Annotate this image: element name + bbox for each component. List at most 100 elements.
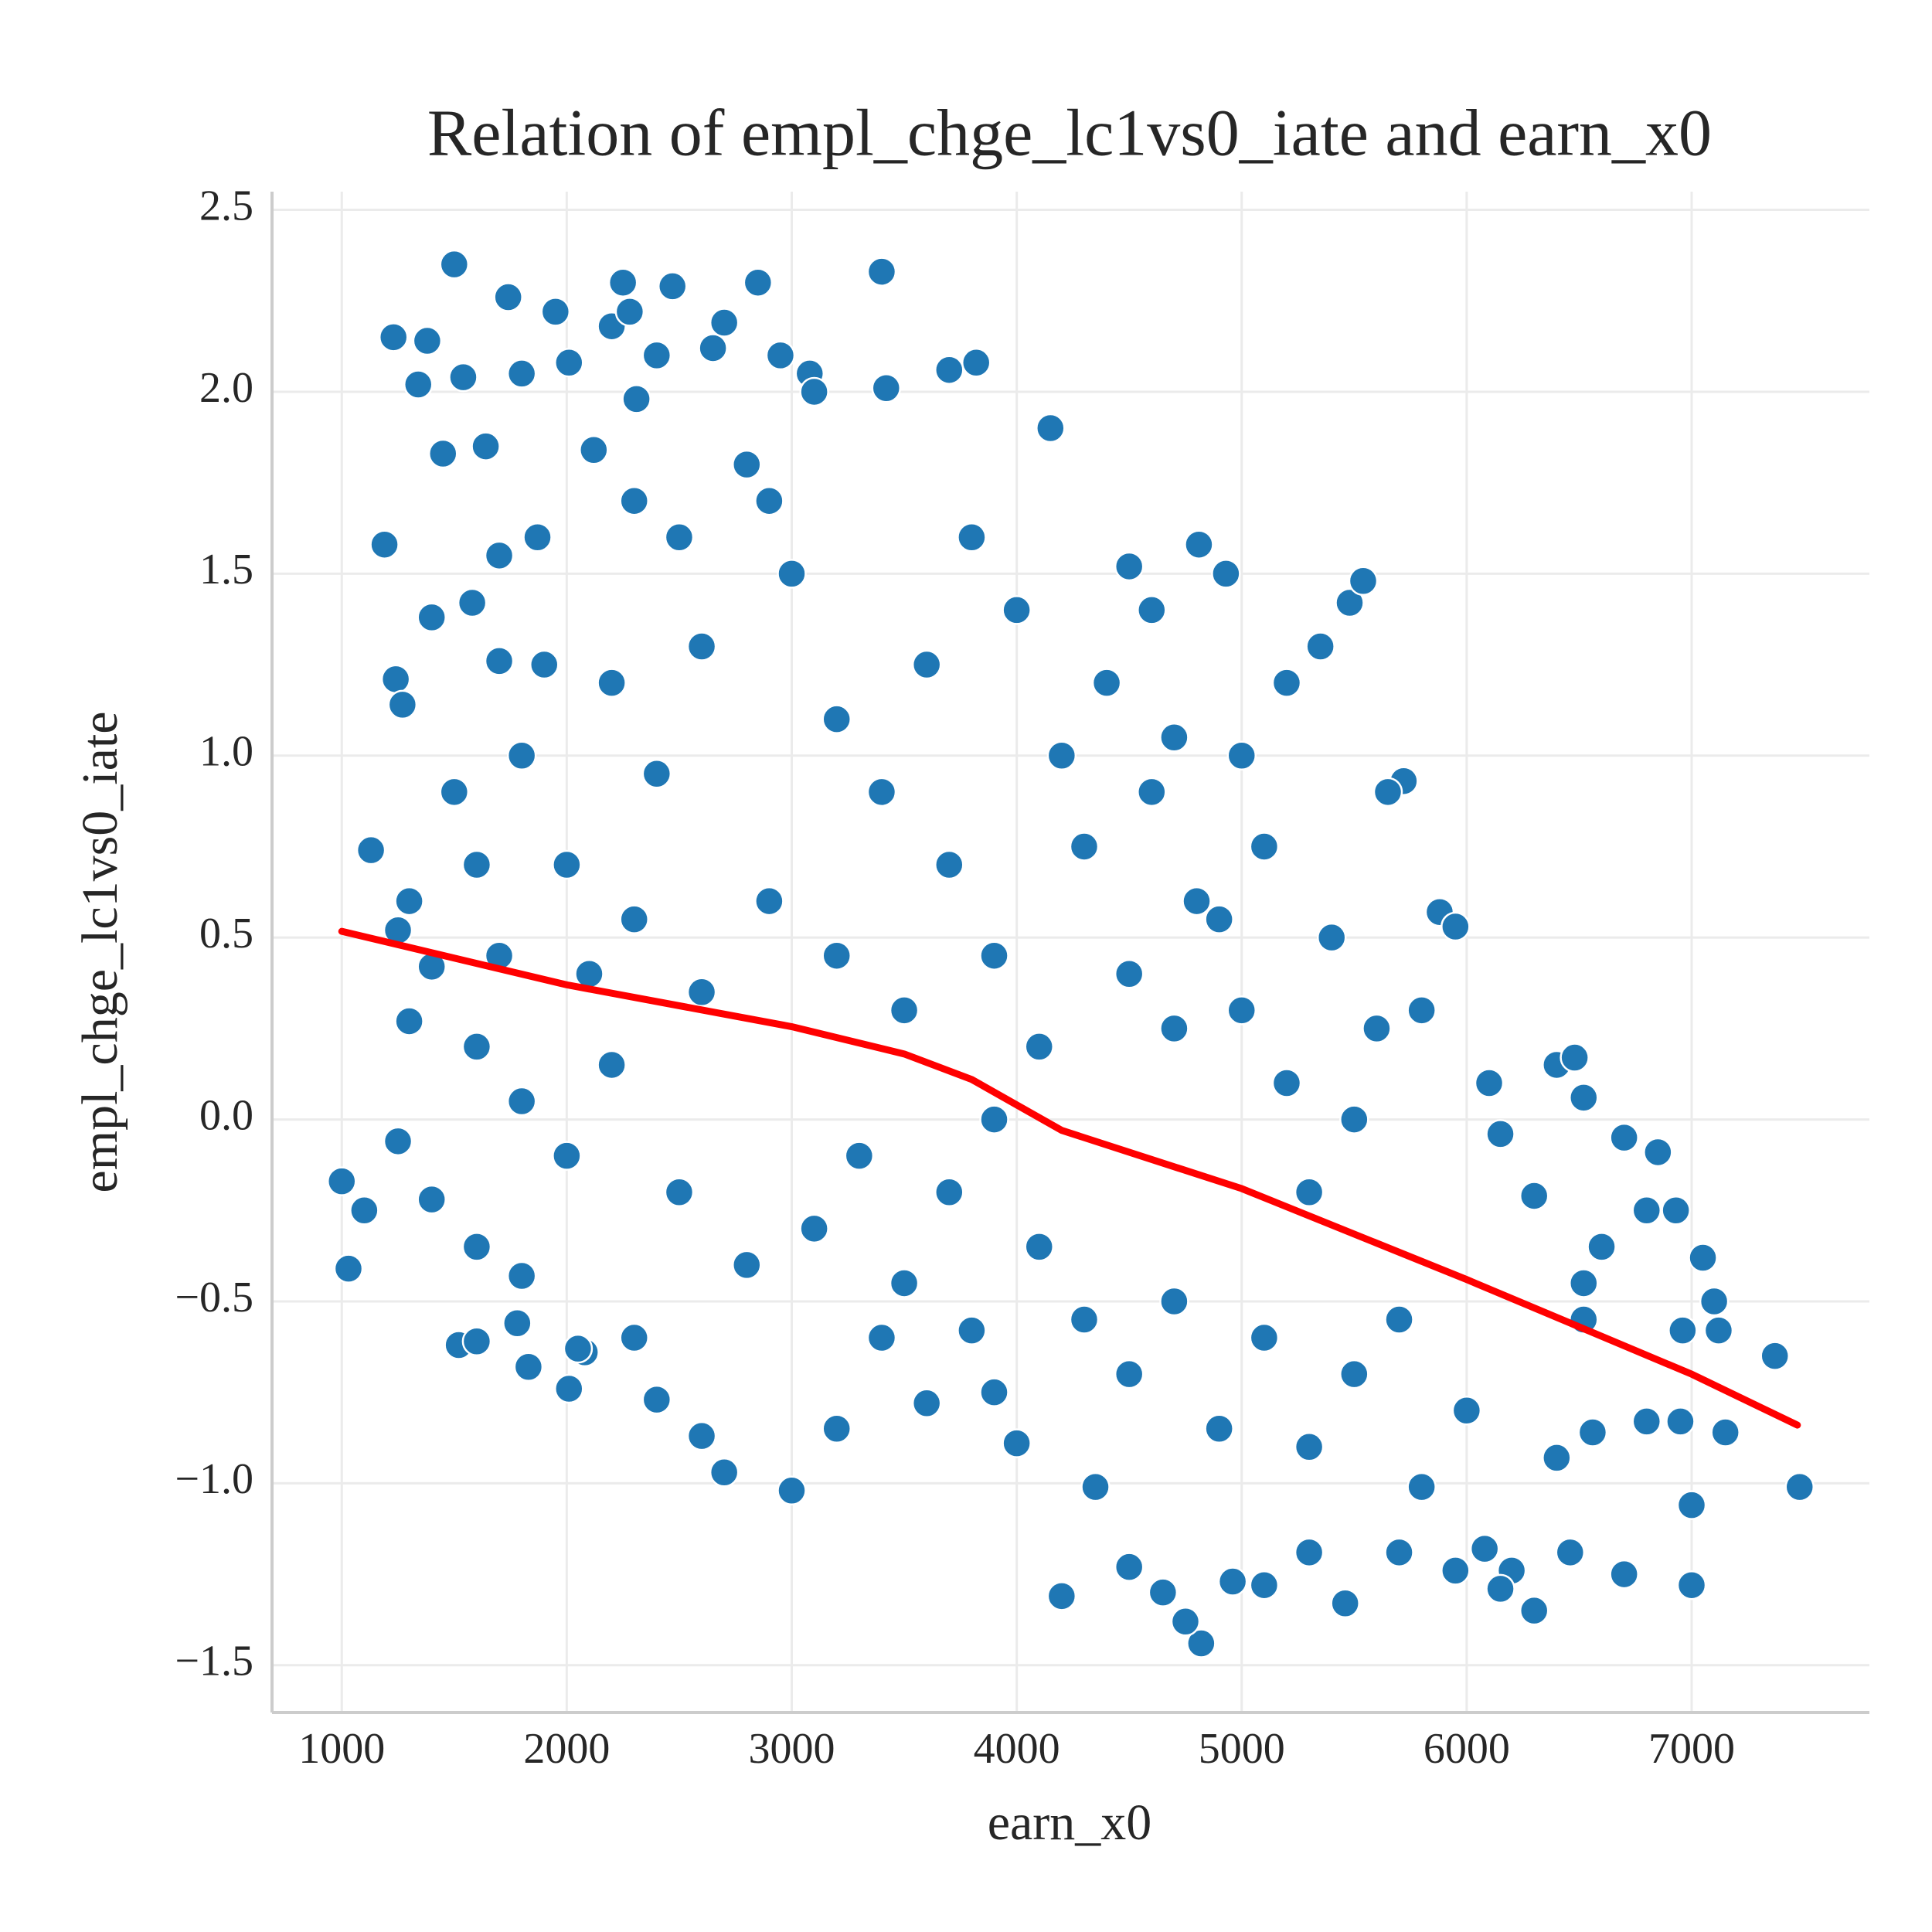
scatter-point: [540, 297, 571, 327]
scatter-point: [461, 1032, 492, 1062]
scatter-point: [799, 1213, 829, 1244]
scatter-point: [579, 435, 609, 465]
scatter-point: [1114, 958, 1145, 989]
scatter-point: [1182, 886, 1212, 917]
scatter-point: [934, 849, 964, 880]
scatter-point: [709, 308, 740, 338]
scatter-point: [1002, 595, 1032, 625]
scatter-point: [1339, 1359, 1369, 1389]
scatter-point: [1024, 1232, 1054, 1262]
scatter-point: [552, 1141, 582, 1171]
y-tick-label: 2.0: [199, 364, 253, 412]
scatter-point: [934, 1177, 964, 1207]
scatter-point: [619, 904, 649, 934]
scatter-point: [1114, 1359, 1145, 1389]
scatter-point: [866, 777, 897, 808]
y-tick-label: −1.0: [175, 1455, 253, 1503]
scatter-point: [484, 540, 515, 571]
scatter-point: [1555, 1537, 1586, 1568]
scatter-point: [657, 271, 688, 301]
scatter-point: [1204, 1413, 1234, 1444]
scatter-point: [732, 449, 762, 480]
scatter-point: [1271, 1068, 1302, 1098]
scatter-point: [1406, 995, 1437, 1026]
scatter-point: [326, 1166, 357, 1196]
scatter-point: [1186, 1628, 1216, 1658]
scatter-point: [383, 1126, 413, 1157]
scatter-point: [1335, 587, 1365, 618]
scatter-point: [911, 649, 942, 680]
scatter-point: [1384, 1537, 1414, 1568]
scatter-point: [1362, 1013, 1392, 1044]
scatter-point: [821, 704, 852, 734]
scatter-point: [1710, 1417, 1740, 1447]
scatter-point: [1046, 740, 1077, 771]
scatter-point: [394, 1006, 424, 1036]
scatter-point: [552, 849, 582, 880]
y-axis-label: empl_chge_lc1vs0_iate: [72, 711, 128, 1192]
scatter-point: [457, 587, 488, 618]
scatter-point: [1348, 566, 1379, 597]
scatter-point: [1560, 1043, 1590, 1073]
scatter-point: [1046, 1581, 1077, 1611]
scatter-point: [1440, 1556, 1471, 1586]
scatter-point: [506, 1260, 537, 1291]
scatter-point: [619, 485, 649, 516]
scatter-point: [732, 1250, 762, 1281]
scatter-point: [821, 940, 852, 971]
scatter-point: [597, 668, 627, 698]
scatter-point: [1002, 1428, 1032, 1458]
scatter-point: [1226, 740, 1257, 771]
scatter-point: [957, 1315, 987, 1345]
y-tick-label: 0.5: [199, 910, 253, 957]
scatter-point: [439, 777, 470, 808]
scatter-point: [1469, 1533, 1500, 1564]
scatter-point: [686, 1420, 717, 1451]
scatter-point: [743, 267, 774, 298]
scatter-point: [563, 1333, 594, 1364]
scatter-point: [461, 1232, 492, 1262]
scatter-point: [1485, 1119, 1515, 1149]
scatter-point: [686, 631, 717, 662]
scatter-point: [484, 646, 515, 676]
scatter-point: [641, 759, 672, 789]
scatter-point: [493, 282, 523, 312]
scatter-point: [961, 348, 992, 378]
scatter-point: [333, 1253, 364, 1284]
scatter-point: [1091, 668, 1122, 698]
scatter-point: [614, 297, 645, 327]
scatter-point: [1485, 1573, 1515, 1604]
scatter-point: [1036, 413, 1066, 444]
scatter-point: [439, 249, 470, 280]
scatter-point: [979, 1377, 1009, 1407]
scatter-point: [1668, 1315, 1698, 1345]
y-tick-label: 1.5: [199, 546, 253, 594]
scatter-point: [387, 689, 418, 720]
scatter-point: [554, 1373, 584, 1404]
scatter-point: [641, 1384, 672, 1415]
scatter-point: [1577, 1417, 1608, 1447]
scatter-point: [1569, 1268, 1599, 1298]
scatter-point: [554, 348, 584, 378]
scatter-point: [1305, 631, 1335, 662]
scatter-point: [777, 1475, 807, 1506]
scatter-point: [1330, 1588, 1360, 1619]
scatter-point: [799, 376, 829, 407]
scatter-point: [380, 664, 411, 695]
scatter-point: [1406, 1471, 1437, 1502]
scatter-point: [417, 1184, 447, 1215]
x-tick-label: 4000: [974, 1725, 1060, 1773]
scatter-point: [1114, 551, 1145, 582]
scatter-point: [1024, 1032, 1054, 1062]
scatter-point: [428, 438, 458, 469]
scatter-point: [754, 886, 784, 917]
scatter-point: [1784, 1471, 1815, 1502]
scatter-point: [417, 602, 447, 633]
scatter-point: [1184, 529, 1214, 560]
scatter-point: [513, 1352, 544, 1382]
scatter-point: [777, 559, 807, 589]
scatter-point: [529, 649, 560, 680]
scatter-point: [412, 325, 443, 356]
scatter-point: [1587, 1232, 1617, 1262]
scatter-point: [448, 362, 478, 393]
